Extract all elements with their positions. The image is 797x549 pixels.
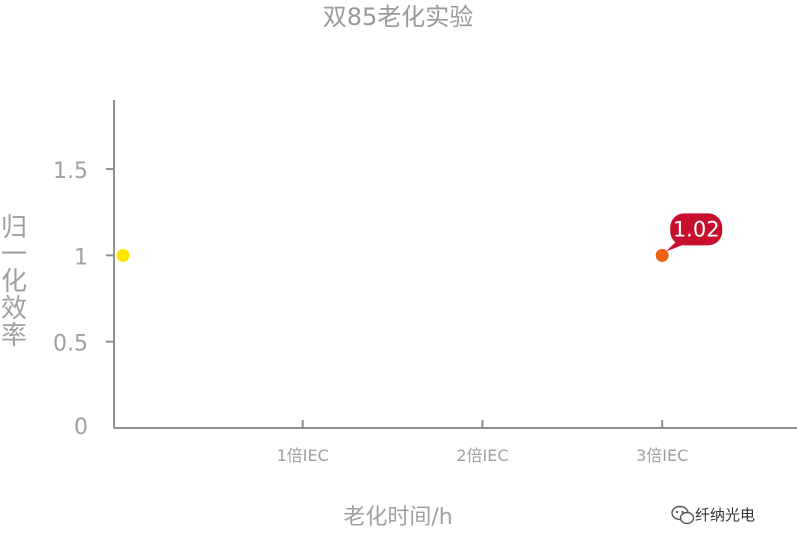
x-axis-label: 老化时间/h <box>343 505 452 530</box>
x-tick-label: 1倍IEC <box>277 446 329 465</box>
series-group <box>116 248 669 262</box>
annotation-group: 1.02 <box>666 213 723 252</box>
y-tick-label: 0 <box>74 415 88 440</box>
y-axis-label-char: 率 <box>1 321 27 351</box>
data-point <box>655 248 669 262</box>
y-tick-label: 1.5 <box>53 159 88 184</box>
x-tick-label: 2倍IEC <box>456 446 508 465</box>
annotation-label: 1.02 <box>673 217 720 241</box>
y-axis-label-char: 效 <box>1 294 27 324</box>
watermark: 纤纳光电 <box>671 505 755 525</box>
x-ticks: 1倍IEC 2倍IEC 3倍IEC <box>277 420 688 465</box>
watermark-text: 纤纳光电 <box>695 506 755 524</box>
y-tick-label: 1 <box>74 245 88 270</box>
chart-title: 双85老化实验 <box>323 3 474 31</box>
y-ticks: 0 0.5 1 1.5 <box>53 159 114 440</box>
annotation-bubble <box>670 213 723 246</box>
wechat-icon <box>671 505 695 525</box>
y-axis-label-char: 一 <box>1 240 27 270</box>
x-tick-label: 3倍IEC <box>636 446 688 465</box>
y-axis-label-char: 归 <box>1 213 27 243</box>
y-tick-label: 0.5 <box>53 332 88 357</box>
y-axis-label-char: 化 <box>1 267 27 297</box>
data-point <box>116 248 130 262</box>
